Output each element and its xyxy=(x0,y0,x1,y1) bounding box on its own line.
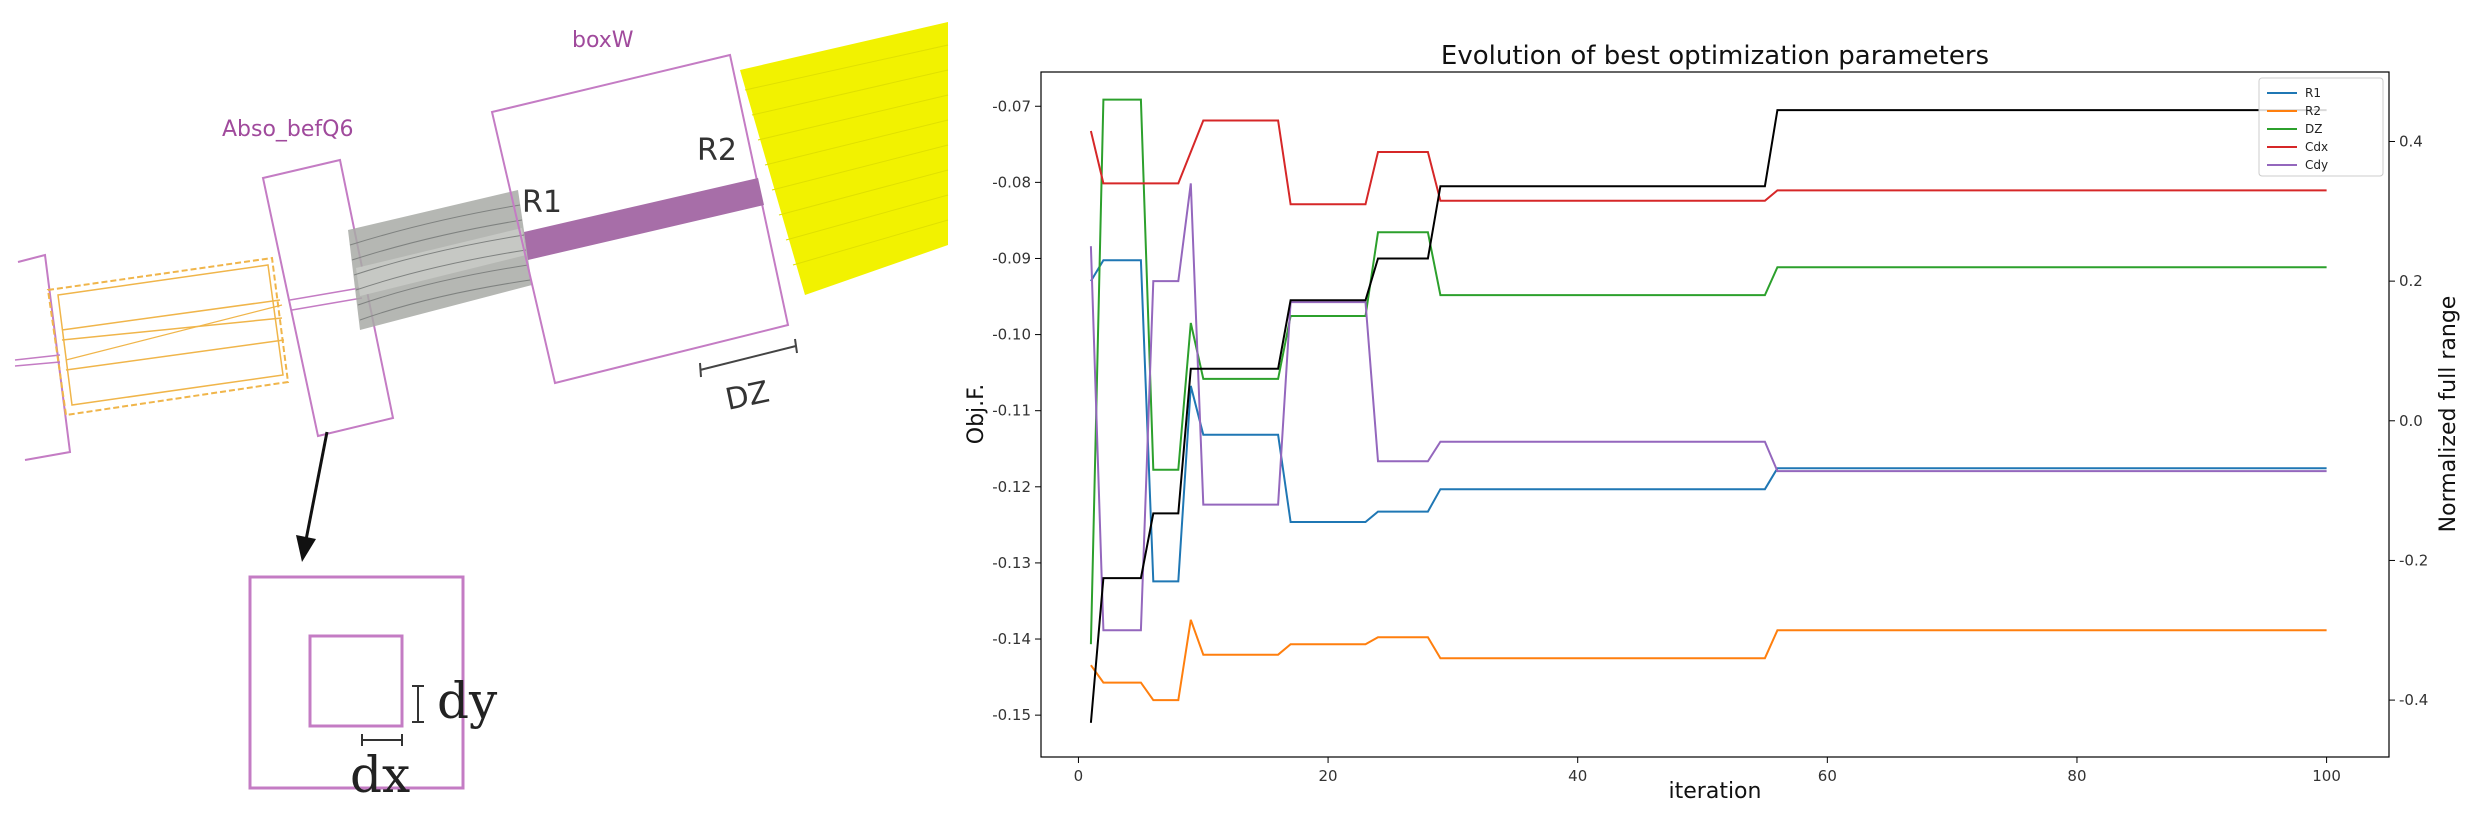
orange-quadrupole xyxy=(46,256,290,417)
y-tick-label-6: -0.13 xyxy=(992,554,1031,572)
legend-label-r1: R1 xyxy=(2305,86,2321,100)
legend-box xyxy=(2258,77,2384,177)
dy-bracket xyxy=(412,685,424,723)
series-line-cdx xyxy=(1089,119,2327,206)
series-line-dz xyxy=(1089,98,2327,645)
y-tick-label-8: -0.15 xyxy=(992,706,1031,724)
zoom-outer-box xyxy=(248,575,465,790)
x-tick-label-0: 0 xyxy=(1074,767,1084,785)
left-beam-lines-2 xyxy=(14,361,61,367)
dy-label: dy xyxy=(437,672,498,730)
legend-label-cdy: Cdy xyxy=(2305,158,2328,172)
abso-beam xyxy=(289,287,361,301)
objective-line xyxy=(1089,109,2327,723)
gray-wave-region xyxy=(348,190,532,330)
abso-label: Abso_befQ6 xyxy=(222,117,354,142)
y2-tick-label-0: 0.4 xyxy=(2399,132,2423,150)
left-magenta-element xyxy=(17,253,72,461)
legend-label-cdx: Cdx xyxy=(2305,140,2328,154)
series-line-r2 xyxy=(1090,619,2327,702)
y-tick-label-0: -0.07 xyxy=(992,97,1031,115)
x-tick-label-1: 20 xyxy=(1319,767,1338,785)
y2-tick-label-4: -0.4 xyxy=(2399,691,2428,709)
series-line-r1 xyxy=(1090,259,2327,583)
chart-title: Evolution of best optimization parameter… xyxy=(1441,41,1989,71)
x-tick-label-2: 40 xyxy=(1568,767,1587,785)
zoom-inner-box xyxy=(308,634,404,728)
left-beam-lines xyxy=(14,354,61,361)
x-tick-label-4: 80 xyxy=(2067,767,2086,785)
y-tick-label-4: -0.11 xyxy=(992,402,1031,420)
zoom-arrow-head xyxy=(296,535,316,562)
x-tick-label-5: 100 xyxy=(2312,767,2341,785)
abso-box xyxy=(261,158,395,438)
y2-axis-label: Normalized full range xyxy=(2436,296,2461,533)
series-line-cdy xyxy=(1089,183,2327,632)
y2-tick-label-1: 0.2 xyxy=(2399,272,2423,290)
legend: R1 R2 DZ Cdx Cdy xyxy=(2258,77,2384,177)
boxw-box xyxy=(490,53,790,385)
r2-label: R2 xyxy=(697,133,737,168)
purple-bar xyxy=(524,178,764,260)
x-tick-label-3: 60 xyxy=(1818,767,1837,785)
abso-beam-2 xyxy=(291,297,363,311)
y-tick-label-2: -0.09 xyxy=(992,249,1031,267)
optimization-chart: Evolution of best optimization parameter… xyxy=(964,41,2461,804)
dz-label: DZ xyxy=(722,375,772,418)
x-axis-label: iteration xyxy=(1669,779,1762,804)
legend-label-dz: DZ xyxy=(2305,122,2322,136)
dx-bracket xyxy=(361,734,403,746)
y-tick-label-7: -0.14 xyxy=(992,630,1031,648)
dx-label: dx xyxy=(350,746,410,804)
beamline-diagram: Abso_befQ6 boxW R1 R2 DZ xyxy=(14,22,949,804)
series-lines xyxy=(1089,98,2327,723)
boxw-label: boxW xyxy=(572,28,634,53)
dz-measure xyxy=(699,338,798,378)
legend-label-r2: R2 xyxy=(2305,104,2321,118)
axes-ticks: 0 20 40 60 80 100 -0.07 -0.08 -0.09 -0.10 -0.11 -0.… xyxy=(992,97,2428,785)
y-tick-label-5: -0.12 xyxy=(992,478,1031,496)
zoom-arrow xyxy=(304,431,329,541)
y2-tick-label-3: -0.2 xyxy=(2399,551,2428,569)
r1-label: R1 xyxy=(522,185,562,220)
y-tick-label-1: -0.08 xyxy=(992,173,1031,191)
y-axis-label: Obj.F. xyxy=(964,384,989,445)
y-tick-label-3: -0.10 xyxy=(992,326,1031,344)
yellow-fan xyxy=(740,22,949,295)
y2-tick-label-2: 0.0 xyxy=(2399,412,2423,430)
